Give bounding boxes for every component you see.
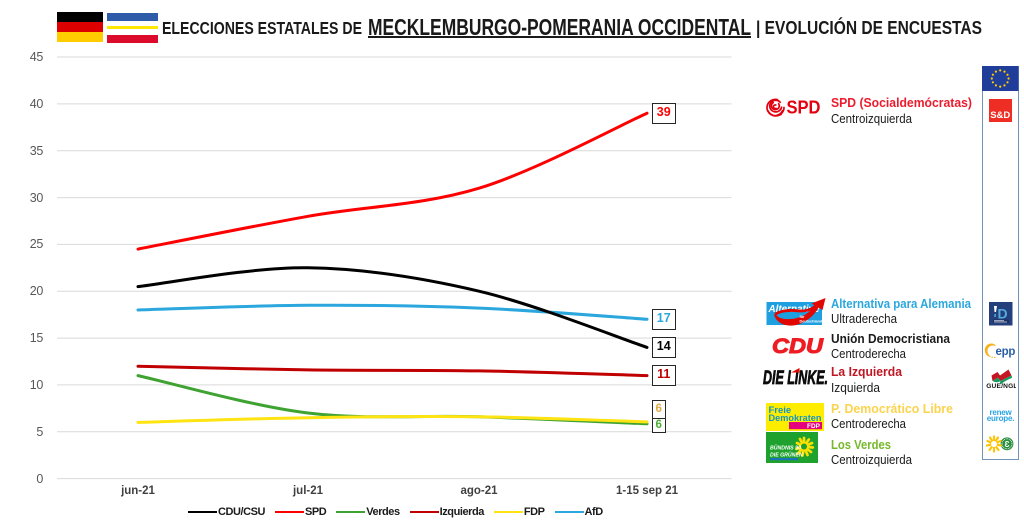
svg-text:Ɛ: Ɛ	[1004, 440, 1009, 449]
svg-text:Deutschland: Deutschland	[800, 319, 823, 323]
svg-text:Freie: Freie	[769, 404, 792, 415]
svg-text:BÜNDNIS 90: BÜNDNIS 90	[770, 445, 801, 452]
svg-text:epp: epp	[996, 346, 1016, 358]
svg-text:GUE/NGL: GUE/NGL	[986, 383, 1016, 389]
svg-text:SPD: SPD	[787, 98, 821, 118]
svg-text:D: D	[998, 306, 1008, 322]
svg-text:Demokraten: Demokraten	[769, 413, 822, 424]
svg-text:FDP: FDP	[807, 423, 821, 430]
svg-text:für: für	[800, 315, 806, 319]
svg-text:DIE GRÜNEN: DIE GRÜNEN	[770, 452, 803, 459]
